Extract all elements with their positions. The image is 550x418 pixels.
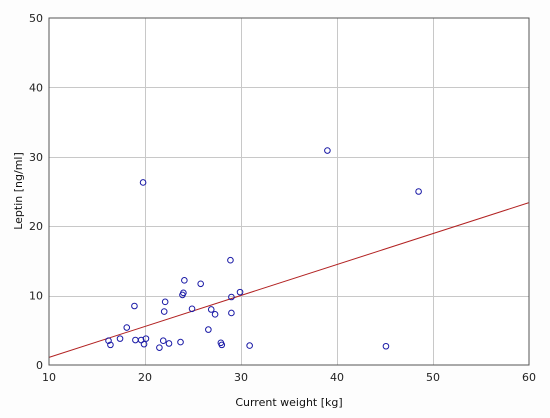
x-tick-label: 60 bbox=[522, 371, 536, 384]
y-tick-label: 20 bbox=[29, 220, 43, 233]
x-tick-label: 20 bbox=[138, 371, 152, 384]
plot-frame bbox=[48, 17, 530, 366]
data-point bbox=[218, 341, 226, 349]
y-tick-label: 40 bbox=[29, 81, 43, 94]
data-point bbox=[382, 342, 390, 350]
data-point bbox=[140, 340, 148, 348]
x-tick-labels: 10 20 30 40 50 60 bbox=[42, 371, 536, 384]
y-axis-title: Leptin [ng/ml] bbox=[12, 152, 25, 230]
data-point bbox=[142, 335, 150, 342]
data-point bbox=[227, 256, 234, 264]
data-point bbox=[123, 324, 131, 331]
data-points bbox=[105, 147, 422, 351]
data-point bbox=[415, 188, 422, 195]
data-point bbox=[246, 342, 253, 349]
y-tick-labels: 0 10 20 30 40 50 bbox=[29, 12, 43, 372]
y-tick-label: 10 bbox=[29, 290, 43, 303]
plot-area bbox=[49, 18, 529, 365]
data-point bbox=[205, 326, 212, 333]
trendline bbox=[48, 202, 530, 358]
x-tick-label: 10 bbox=[42, 371, 56, 384]
trendline-group bbox=[48, 202, 530, 358]
data-point bbox=[228, 309, 235, 317]
y-tick-label: 30 bbox=[29, 151, 43, 164]
data-point bbox=[107, 341, 114, 349]
data-point bbox=[177, 338, 184, 346]
data-point bbox=[324, 147, 331, 154]
data-point bbox=[197, 280, 204, 288]
data-point bbox=[156, 344, 163, 351]
data-point bbox=[181, 277, 188, 284]
data-point bbox=[188, 305, 196, 313]
data-point bbox=[116, 335, 124, 342]
data-point bbox=[161, 298, 169, 306]
data-point bbox=[105, 337, 112, 345]
data-point bbox=[165, 340, 173, 347]
x-tick-label: 50 bbox=[426, 371, 440, 384]
data-point bbox=[228, 293, 235, 301]
x-tick-label: 40 bbox=[330, 371, 344, 384]
data-point bbox=[139, 179, 147, 186]
data-point bbox=[211, 311, 219, 318]
data-point bbox=[180, 289, 187, 297]
data-point bbox=[160, 308, 168, 315]
y-tick-label: 50 bbox=[29, 12, 43, 25]
grid-lines bbox=[49, 18, 529, 365]
data-point bbox=[207, 306, 215, 313]
data-point bbox=[236, 288, 244, 296]
data-point bbox=[131, 302, 138, 310]
x-tick-label: 30 bbox=[234, 371, 248, 384]
data-point bbox=[159, 337, 167, 345]
y-tick-label: 0 bbox=[36, 359, 43, 372]
x-axis-title: Current weight [kg] bbox=[235, 396, 342, 409]
